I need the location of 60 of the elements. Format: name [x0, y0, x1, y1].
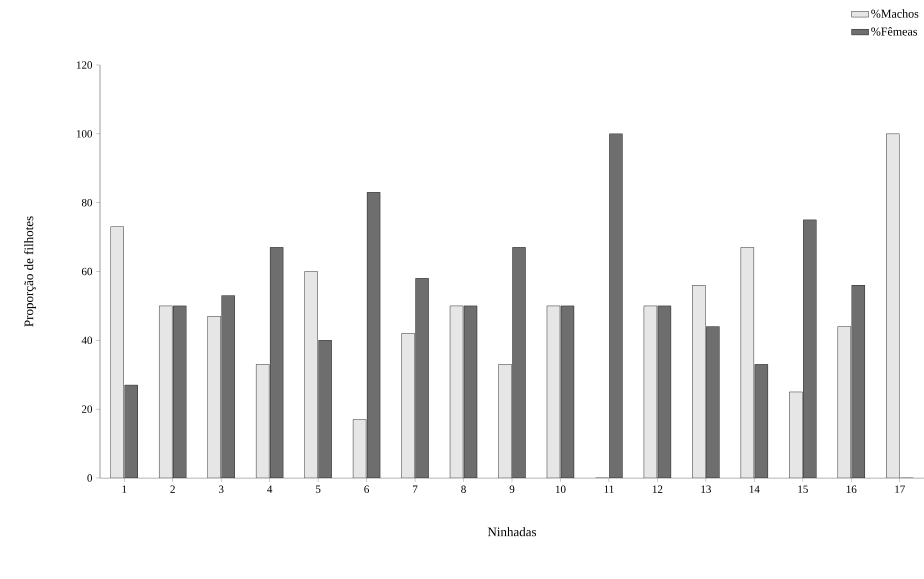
y-tick-label: 80	[82, 198, 92, 206]
bar	[124, 385, 138, 478]
y-tick-label: 60	[82, 268, 92, 276]
bar	[803, 220, 816, 478]
x-tick-label: 11	[604, 486, 614, 493]
y-tick-label: 120	[76, 61, 92, 69]
bar	[173, 306, 186, 478]
y-tick-label: 20	[82, 405, 92, 413]
bar	[754, 364, 768, 478]
bar	[658, 306, 671, 478]
legend-label: %Fêmeas	[871, 27, 918, 36]
bar	[852, 285, 865, 478]
bar	[270, 247, 284, 478]
bar	[706, 326, 720, 478]
bar	[110, 226, 124, 478]
x-axis-title: Ninhadas	[488, 527, 536, 536]
x-tick-label: 10	[556, 486, 566, 493]
x-tick-label: 5	[316, 486, 320, 493]
x-tick-label: 3	[218, 486, 224, 493]
bar	[789, 392, 802, 478]
bar	[222, 296, 235, 478]
bar	[464, 306, 478, 478]
x-tick-label: 7	[413, 486, 418, 493]
x-tick-label: 16	[846, 486, 856, 493]
x-tick-label: 6	[364, 486, 370, 493]
bar	[208, 316, 221, 478]
bar	[159, 306, 172, 478]
y-tick-label: 40	[82, 336, 92, 344]
bar	[318, 340, 332, 478]
bar	[886, 134, 900, 478]
bar	[609, 134, 622, 478]
x-tick-label: 17	[895, 486, 905, 493]
x-tick-label: 15	[798, 486, 808, 493]
x-tick-label: 14	[750, 486, 760, 493]
bar	[740, 247, 754, 478]
x-tick-label: 2	[170, 486, 175, 493]
bar	[512, 247, 526, 478]
bar	[367, 192, 380, 478]
bar	[644, 306, 657, 478]
bar	[416, 278, 429, 478]
x-tick-label: 13	[701, 486, 711, 493]
x-tick-label: 4	[267, 486, 272, 493]
bar	[838, 326, 851, 478]
bar	[353, 419, 366, 478]
x-tick-label: 8	[461, 486, 466, 493]
bar	[498, 364, 512, 478]
bar	[402, 333, 415, 478]
bar	[256, 364, 270, 478]
bar	[304, 271, 318, 478]
y-tick-label: 0	[87, 474, 92, 482]
y-tick-label: 100	[76, 130, 92, 138]
x-tick-label: 9	[510, 486, 514, 493]
legend-label: %Machos	[871, 9, 918, 18]
y-axis-title: Proporção de filhotes	[24, 216, 36, 327]
bar	[692, 285, 706, 478]
x-tick-label: 1	[122, 486, 126, 493]
bar	[546, 306, 560, 478]
bar	[560, 306, 574, 478]
x-tick-label: 12	[652, 486, 662, 493]
bar	[450, 306, 464, 478]
